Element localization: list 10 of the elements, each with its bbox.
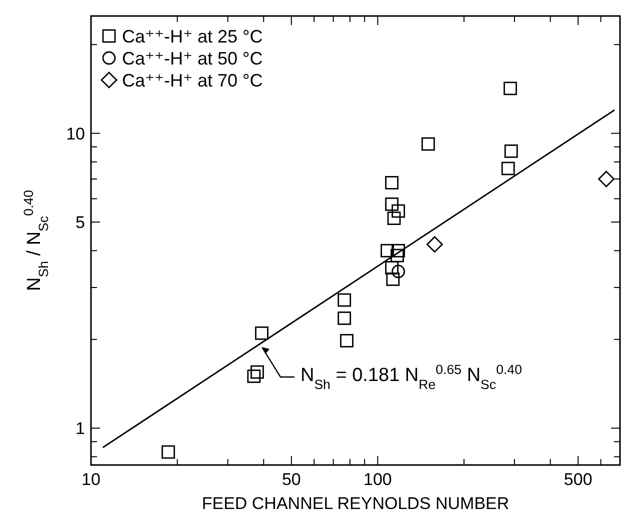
legend-label: Ca⁺⁺-H⁺ at 50 °C xyxy=(122,48,263,68)
x-axis-title: FEED CHANNEL REYNOLDS NUMBER xyxy=(202,494,510,513)
legend-label: Ca⁺⁺-H⁺ at 25 °C xyxy=(122,26,263,46)
x-tick-label: 50 xyxy=(282,470,301,489)
y-tick-label: 5 xyxy=(76,213,85,232)
y-tick-label: 10 xyxy=(66,124,85,144)
legend-label: Ca⁺⁺-H⁺ at 70 °C xyxy=(122,70,263,90)
x-tick-label: 500 xyxy=(564,470,592,489)
x-tick-label: 100 xyxy=(364,470,392,489)
y-tick-label: 1 xyxy=(76,419,85,438)
